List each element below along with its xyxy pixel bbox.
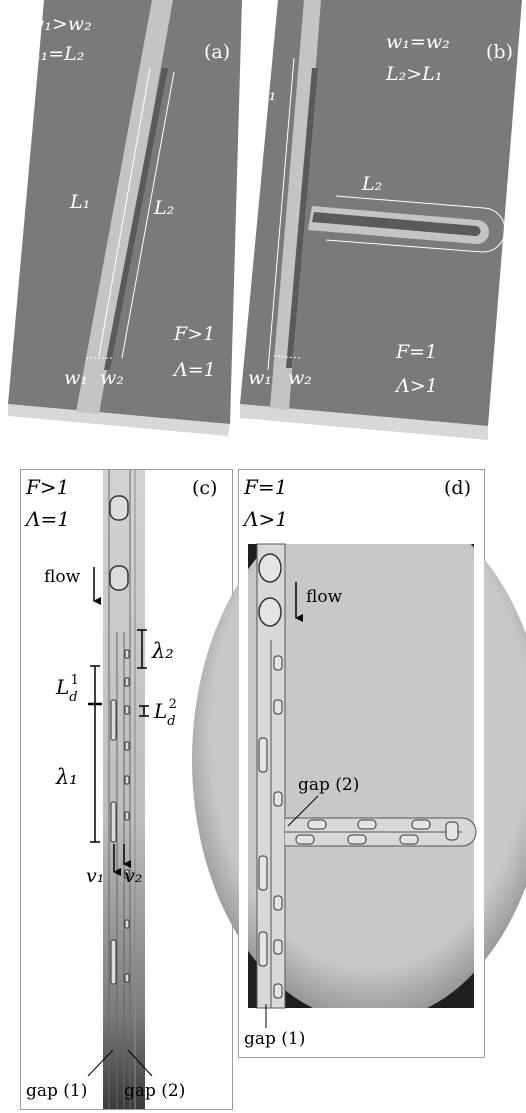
panel-c-gap1: gap (1) (26, 1081, 87, 1101)
panel-b-w-line (273, 355, 301, 359)
panel-d-flow: flow (306, 587, 343, 607)
panel-a-Lambda: Λ=1 (172, 359, 216, 381)
panel-b-channel-main (270, 0, 321, 410)
panel-a-L1: L₁ (69, 191, 90, 213)
panel-a-channel (76, 0, 173, 414)
panel-c-droplet (110, 801, 117, 843)
panel-d-droplet (273, 939, 283, 955)
panel-c-tag: (c) (192, 477, 217, 499)
panel-c-droplet (110, 699, 117, 741)
panel-c-gap1-leader (87, 1049, 114, 1077)
panel-d-droplet (273, 791, 283, 807)
panel-d: F=1 Λ>1 (d) flow gap (2) gap (1) (192, 469, 526, 1058)
panel-d-droplet (258, 553, 282, 583)
panel-a-w1: w₁ (64, 367, 88, 389)
panel-b-substrate-edge (240, 404, 488, 440)
panel-c-gap2-leader (127, 1049, 153, 1077)
panel-c-F: F>1 (25, 475, 69, 499)
panel-d-droplet (258, 931, 268, 967)
panel-c-Ld1: Ld1 (55, 673, 79, 705)
panel-d-mask-top (239, 470, 484, 544)
panel-d-Lambda: Λ>1 (242, 507, 288, 531)
panel-c-droplet (124, 869, 130, 879)
panel-c-v1: v₁ (86, 865, 104, 887)
panel-c-Ld2: Ld2 (153, 697, 177, 729)
panel-b: (b) w₁=w₂ L₂>L₁ L₁ L₂ F=1 Λ>1 w₁ w₂ (240, 0, 522, 440)
panel-d-mask-bottom (239, 1008, 484, 1057)
panel-d-droplet (347, 834, 367, 845)
panel-b-L1: L₁ (255, 83, 276, 105)
panel-d-droplet (399, 834, 419, 845)
panel-b-channel-branch-inner (312, 212, 481, 237)
panel-d-droplet (307, 819, 327, 830)
panel-c-flow: flow (44, 567, 81, 587)
panel-d-droplet (273, 655, 283, 671)
panel-c-droplet (110, 939, 117, 985)
panel-b-cond-w: w₁=w₂ (386, 31, 450, 53)
panel-d-droplet (357, 819, 377, 830)
panel-c-droplet (109, 495, 129, 521)
panel-a: (a) w₁>w₂ L₁=L₂ L₁ L₂ F>1 Λ=1 w₁ w₂ (8, 0, 242, 436)
panel-d-F: F=1 (243, 475, 287, 499)
panel-b-w1: w₁ (248, 367, 272, 389)
panel-d-droplet (273, 983, 283, 999)
panel-c-droplet (124, 811, 130, 821)
panel-a-substrate-edge (8, 404, 230, 436)
panel-b-L2-line (325, 195, 506, 253)
panel-d-droplet (445, 821, 459, 841)
panel-d-droplet (258, 737, 268, 773)
panel-d-mask-right (474, 470, 484, 1057)
panel-d-droplet (258, 597, 282, 627)
panel-c-Lambda: Λ=1 (24, 507, 70, 531)
panel-a-L2-line (121, 71, 175, 359)
panel-c-droplet (124, 741, 130, 751)
panel-d-droplet (273, 895, 283, 911)
panel-b-channel-main-inner (286, 68, 318, 368)
panel-a-w2: w₂ (100, 367, 124, 389)
panel-c-gap2: gap (2) (124, 1081, 185, 1101)
panel-a-L2: L₂ (153, 197, 174, 219)
panel-d-gap2-leader (287, 795, 319, 827)
panel-c-droplet (124, 973, 130, 983)
panel-d-droplet (258, 855, 268, 891)
panel-d-tag: (d) (444, 477, 471, 499)
panel-d-gap1: gap (1) (244, 1029, 305, 1049)
panel-d-gap2: gap (2) (298, 775, 359, 795)
panel-c-droplet (109, 565, 129, 591)
panel-b-F: F=1 (395, 341, 437, 363)
panel-c-droplet (124, 677, 130, 687)
panel-c-droplet (124, 919, 130, 929)
panel-c-droplet (124, 775, 130, 785)
panel-a-cond-L: L₁=L₂ (27, 43, 84, 65)
panel-b-w2: w₂ (288, 367, 312, 389)
panel-d-droplet (295, 834, 315, 845)
panel-c: F>1 Λ=1 (c) flow λ₂ Ld1 Ld2 λ₁ v₁ v₂ gap… (20, 469, 233, 1110)
panel-d-mask-left (239, 470, 248, 1057)
panel-d-droplet (411, 819, 431, 830)
panel-a-tag: (a) (204, 41, 230, 63)
panel-d-droplet (273, 699, 283, 715)
panel-a-channel-inner (104, 68, 168, 370)
panel-b-tag: (b) (486, 41, 513, 63)
panel-c-v2: v₂ (124, 865, 142, 887)
panel-b-L1-line (267, 57, 295, 371)
panel-b-L2: L₂ (361, 173, 382, 195)
panel-c-droplet (124, 705, 130, 715)
panel-a-F: F>1 (173, 323, 215, 345)
panel-c-droplet (124, 649, 130, 659)
panel-c-lambda2: λ₂ (151, 639, 174, 663)
panel-a-L1-line (98, 67, 151, 357)
panel-b-Lambda: Λ>1 (394, 375, 438, 397)
panel-c-lambda1: λ₁ (55, 765, 78, 789)
panel-b-cond-L: L₂>L₁ (385, 63, 442, 85)
panel-a-cond-w: w₁>w₂ (28, 13, 92, 35)
